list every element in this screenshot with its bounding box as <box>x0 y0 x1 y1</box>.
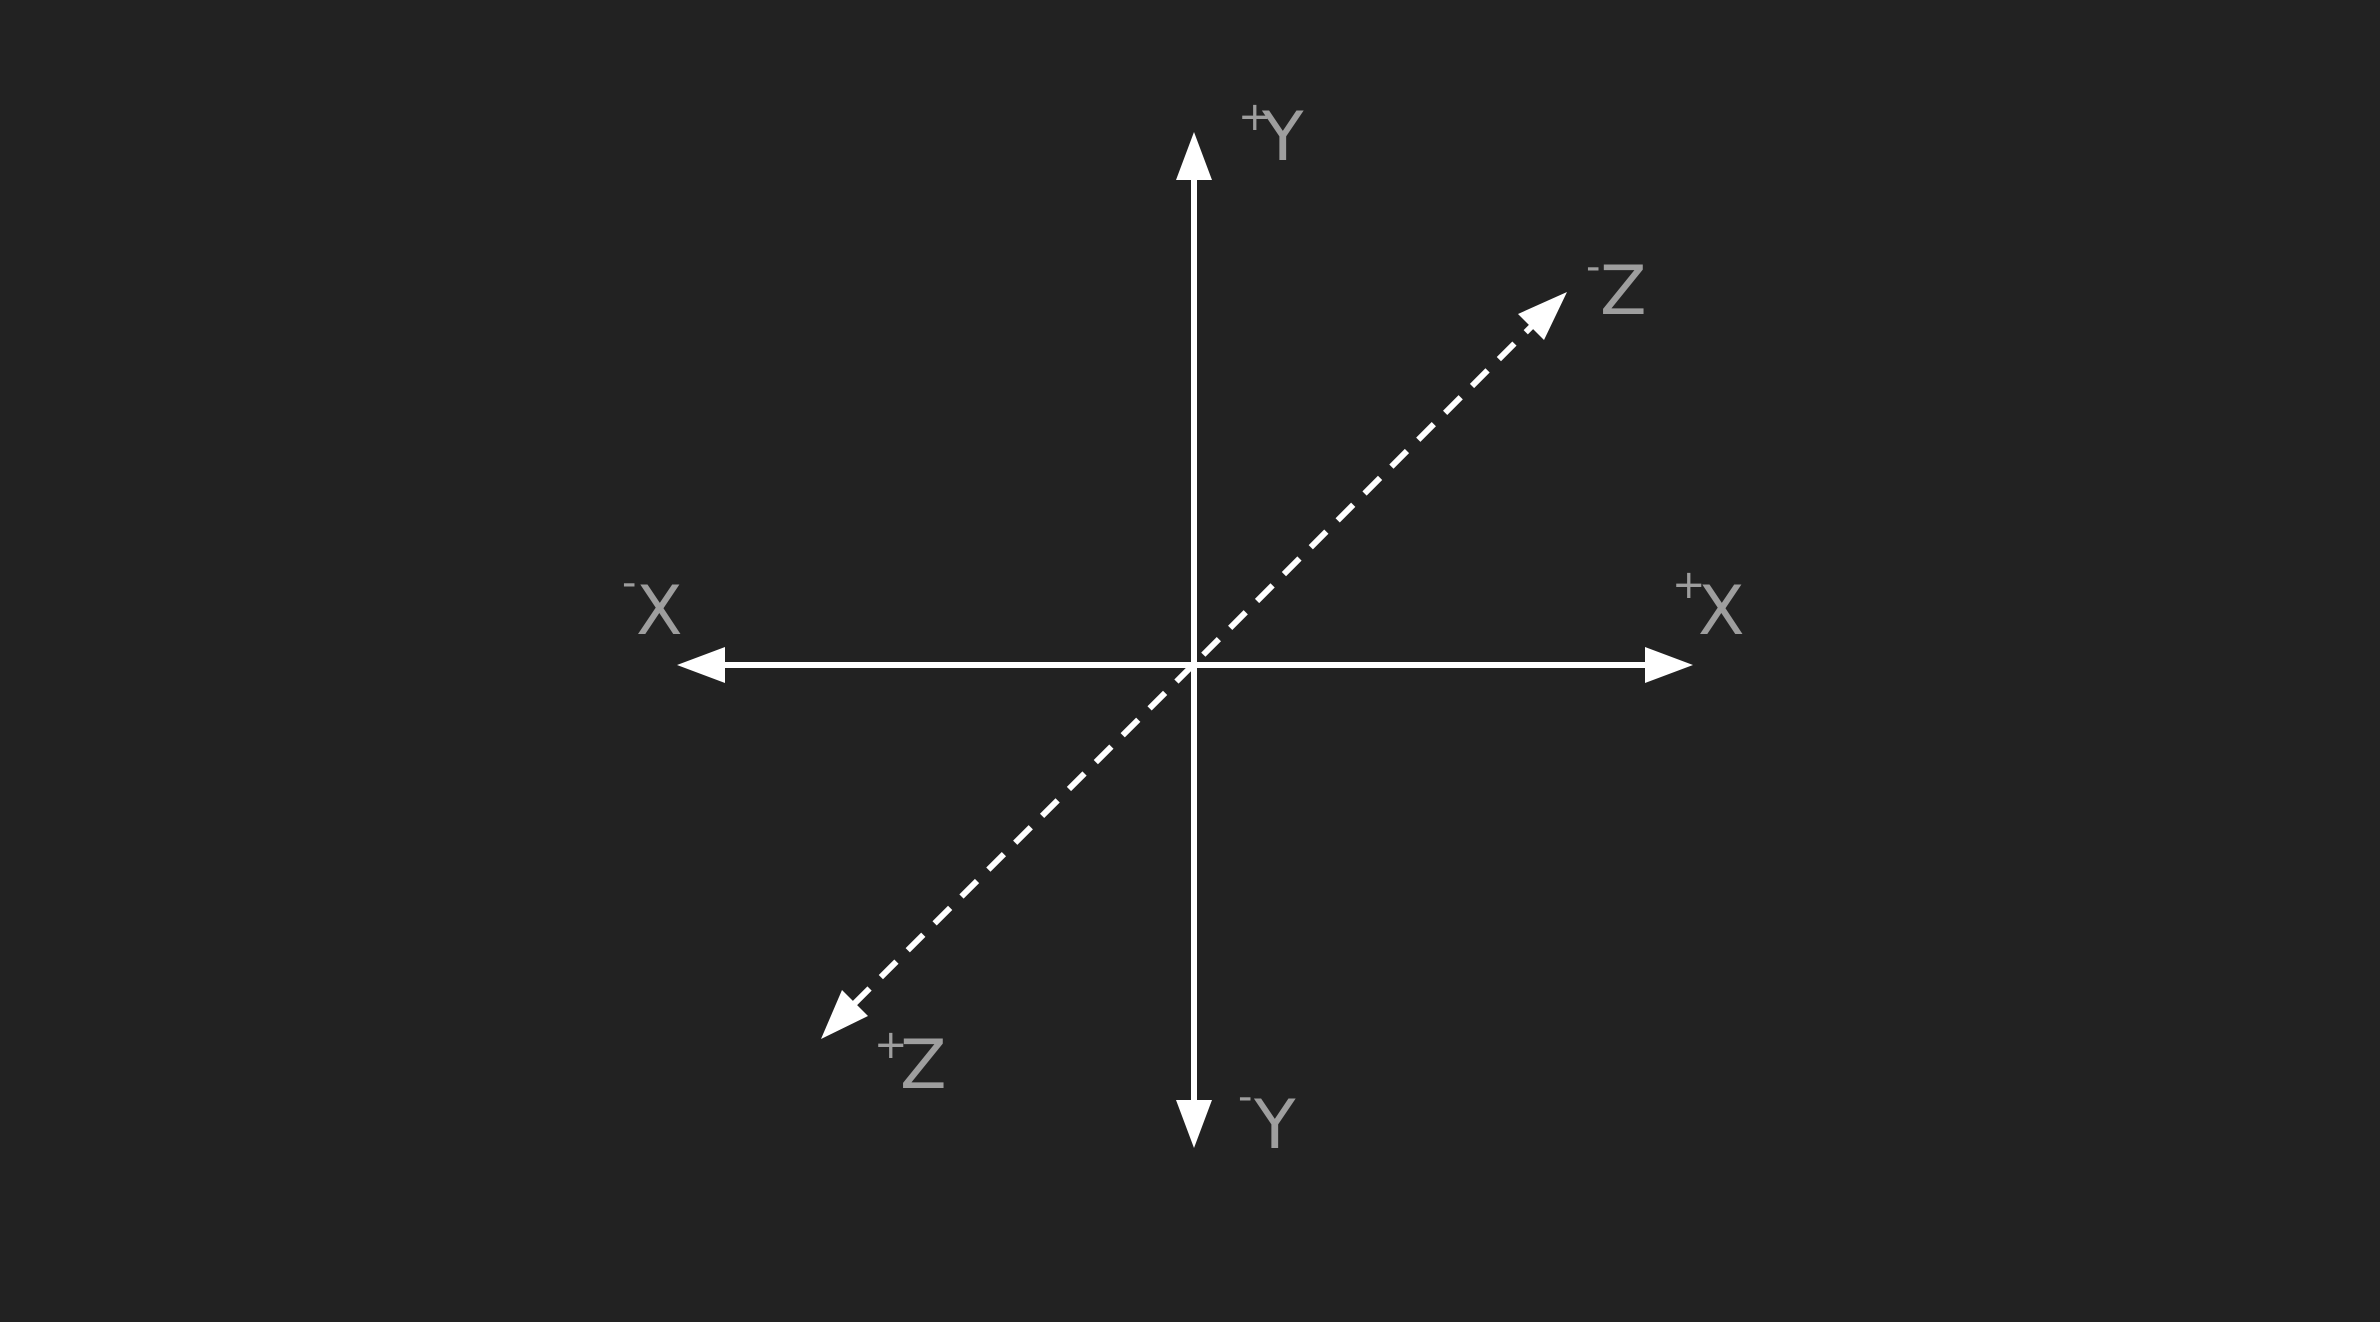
z-axis <box>821 292 1567 1039</box>
x-positive-sign: + <box>1672 562 1706 608</box>
x-axis <box>677 647 1693 683</box>
y-positive-letter: Y <box>1261 98 1304 177</box>
z-axis-line <box>851 320 1538 1007</box>
z-positive-letter: Z <box>900 1026 947 1105</box>
y-axis <box>1176 132 1212 1148</box>
z-positive-sign: + <box>874 1022 908 1068</box>
x-axis-negative-arrowhead <box>677 647 725 683</box>
y-positive-label: + Y <box>1238 94 1304 177</box>
x-axis-positive-arrowhead <box>1645 647 1693 683</box>
x-positive-label: + X <box>1672 562 1745 651</box>
z-axis-positive-arrowhead <box>821 990 868 1039</box>
y-axis-negative-arrowhead <box>1176 1100 1212 1148</box>
y-negative-label: - Y <box>1238 1074 1296 1165</box>
y-positive-sign: + <box>1238 94 1272 140</box>
x-negative-label: - X <box>622 560 683 651</box>
z-axis-negative-arrowhead <box>1518 292 1567 340</box>
y-negative-letter: Y <box>1253 1086 1296 1165</box>
z-positive-label: + Z <box>874 1022 947 1105</box>
z-negative-label: - Z <box>1586 244 1647 331</box>
z-negative-sign: - <box>1586 244 1600 290</box>
x-positive-letter: X <box>1698 572 1745 651</box>
y-axis-positive-arrowhead <box>1176 132 1212 180</box>
x-negative-letter: X <box>636 572 683 651</box>
z-negative-letter: Z <box>1600 252 1647 331</box>
y-negative-sign: - <box>1238 1074 1252 1120</box>
x-negative-sign: - <box>622 560 636 606</box>
